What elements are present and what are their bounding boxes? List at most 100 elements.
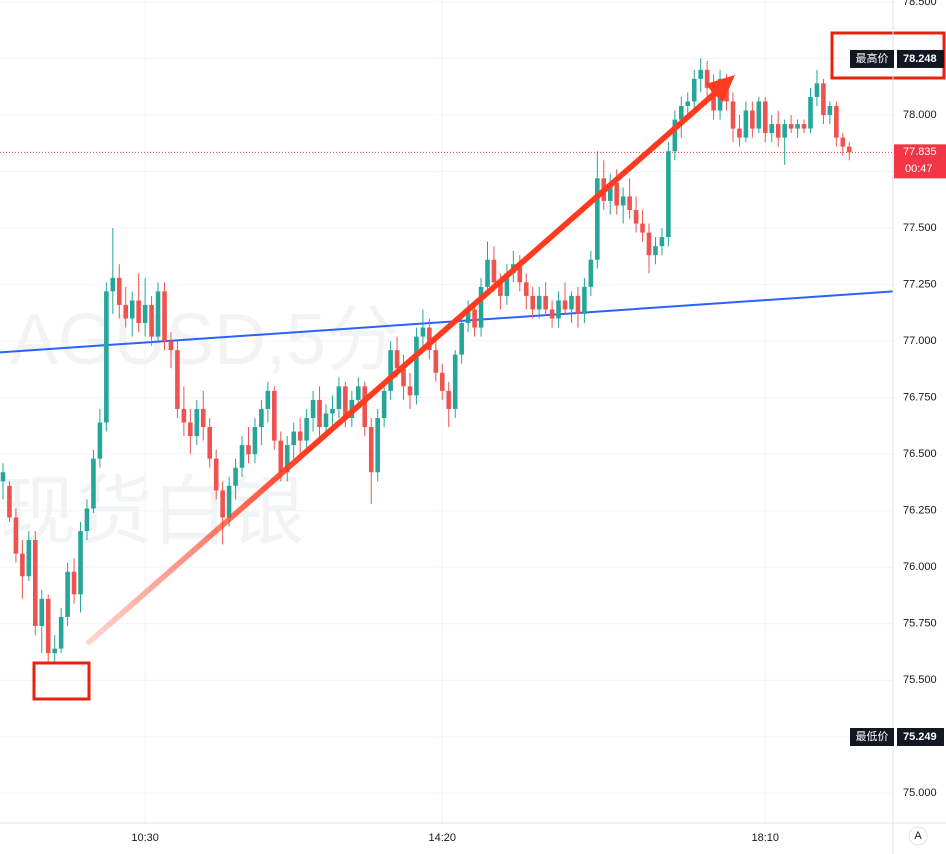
candle-body (375, 417, 380, 473)
low-name: 最低价 (856, 730, 889, 743)
candle-body (472, 309, 477, 328)
candle-body (213, 458, 219, 491)
candle-body (336, 386, 342, 409)
candle-body (756, 101, 762, 129)
x-tick-label: 10:30 (131, 832, 159, 844)
candle-body (401, 368, 406, 387)
high-value-box (897, 49, 944, 68)
candle-body (704, 69, 710, 88)
candle-body (272, 390, 277, 441)
candle-body (181, 408, 187, 423)
candle-body (769, 124, 775, 134)
candle-body (569, 295, 574, 310)
candle-body (265, 390, 271, 409)
candle-body (452, 354, 458, 409)
candle-body (698, 69, 703, 79)
candle-body (239, 445, 245, 468)
candle-body (33, 540, 38, 626)
candle-body (71, 571, 77, 595)
candle-body (821, 83, 826, 116)
candle-body (291, 431, 296, 446)
candle-body (743, 110, 749, 138)
candle-body (220, 490, 225, 518)
y-tick-label: 78.500 (903, 0, 937, 8)
candle-body (679, 105, 684, 120)
candle-body (116, 277, 122, 305)
candle-body (330, 408, 335, 414)
candle-body (627, 196, 632, 210)
candle-body (556, 300, 561, 319)
candle-body (388, 350, 393, 391)
high-name-box (850, 49, 894, 68)
candle-body (620, 196, 626, 206)
candle-body (259, 408, 264, 428)
countdown: 00:47 (905, 163, 933, 175)
candle-body (20, 553, 25, 577)
candle-body (414, 336, 419, 396)
last-price-label: 77.835 (903, 146, 937, 158)
candle-body (149, 304, 154, 337)
candle-body (194, 408, 200, 437)
candle-body (427, 327, 432, 351)
high-name: 最高价 (856, 51, 889, 65)
candle-body (104, 291, 109, 423)
candle-body (162, 291, 167, 342)
candle-body (362, 386, 368, 428)
candle-body (498, 282, 503, 296)
candle-body (523, 282, 529, 296)
arrow (85, 75, 735, 646)
candle-body (711, 87, 716, 111)
y-tick-label: 76.500 (903, 448, 937, 460)
candle-body (834, 105, 839, 138)
candle-body (317, 399, 322, 428)
candle-body (123, 304, 129, 319)
candle-body (168, 341, 174, 351)
candle-body (730, 101, 736, 129)
candle-body (343, 386, 348, 418)
low-box (32, 661, 91, 701)
candle-body (84, 508, 90, 532)
candle-body (45, 598, 51, 654)
high-value: 78.248 (903, 53, 937, 65)
candle-body (284, 445, 290, 473)
candle-body (549, 309, 555, 319)
watermark: AGUSD,5分 (10, 300, 398, 380)
candle-body (543, 295, 548, 310)
candle-body (485, 259, 490, 287)
y-tick-label: 75.750 (903, 618, 937, 630)
candle-body (478, 286, 484, 328)
low-value: 75.249 (903, 731, 937, 743)
y-tick-label: 77.250 (903, 279, 937, 291)
candle-body (846, 146, 852, 153)
candle-body (356, 386, 361, 400)
candle-body (459, 323, 464, 355)
low-value-box (897, 728, 944, 747)
candle-body (737, 128, 742, 138)
candle-body (39, 598, 45, 626)
candle-body (762, 101, 768, 134)
trend-line (0, 290, 894, 354)
candle-body (530, 295, 536, 310)
candle-body (439, 372, 445, 391)
candle-body (7, 485, 12, 518)
candle-body (0, 472, 6, 482)
candle-body (536, 295, 542, 310)
candle-body (310, 399, 316, 418)
scale-button[interactable] (908, 826, 928, 846)
x-tick-label: 18:10 (752, 832, 780, 844)
candle-body (491, 259, 497, 283)
candle-body (582, 286, 587, 314)
candle-body (188, 422, 193, 437)
candle-body (808, 96, 813, 129)
candle-body (465, 309, 471, 324)
y-tick-label: 78.000 (903, 109, 937, 121)
candle-body (110, 277, 116, 292)
candle-body (304, 417, 309, 441)
candle-body (814, 83, 820, 97)
candle-body (691, 78, 697, 102)
candle-body (323, 413, 329, 428)
candle-body (368, 427, 374, 473)
y-tick-label: 76.250 (903, 505, 937, 517)
x-tick-label: 14:20 (429, 832, 457, 844)
scale-button-label[interactable]: A (914, 830, 922, 842)
